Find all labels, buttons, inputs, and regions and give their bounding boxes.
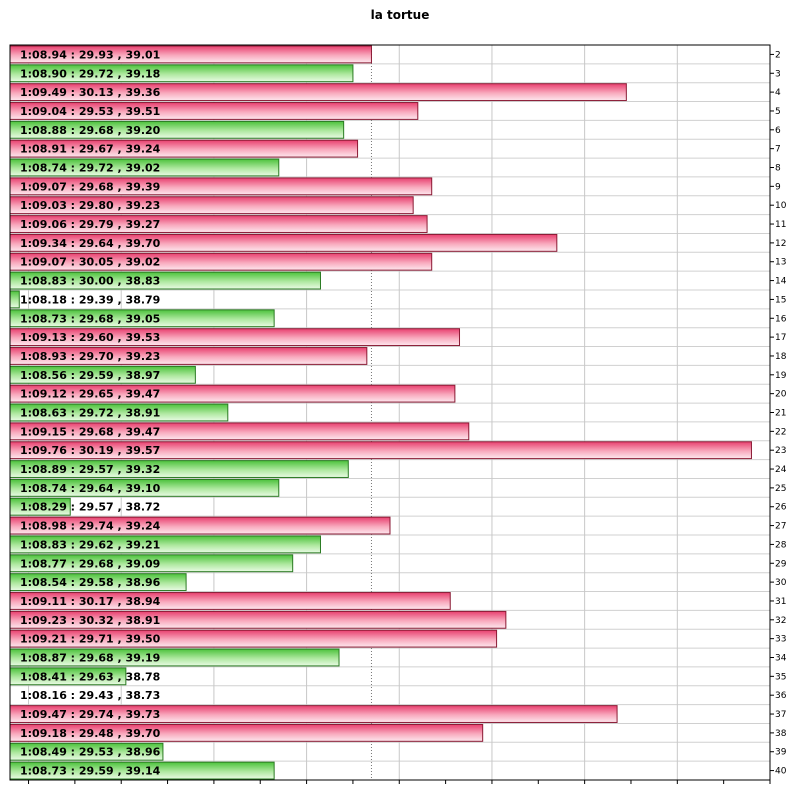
- bar-label-lap-36: 1:08.16 : 29.43 , 38.73: [20, 689, 160, 702]
- grid: [10, 44, 770, 781]
- bar-label-lap-34: 1:08.87 : 29.68 , 39.19: [20, 652, 160, 665]
- bar-label-lap-30: 1:08.54 : 29.58 , 38.96: [20, 576, 161, 589]
- lap-number-36: 36: [775, 691, 787, 701]
- bar-label-lap-15: 1:08.18 : 29.39 , 38.79: [20, 293, 160, 306]
- lap-number-19: 19: [775, 371, 787, 381]
- lap-number-32: 32: [775, 616, 786, 626]
- bar-label-lap-14: 1:08.83 : 30.00 , 38.83: [20, 275, 160, 288]
- bar-label-lap-31: 1:09.11 : 30.17 , 38.94: [20, 595, 161, 608]
- lap-number-3: 3: [775, 69, 781, 79]
- bar-label-lap-25: 1:08.74 : 29.64 , 39.10: [20, 482, 161, 495]
- lap-number-16: 16: [775, 314, 787, 324]
- bar-label-lap-40: 1:08.73 : 29.59 , 39.14: [20, 765, 161, 778]
- plot-frame: [9, 44, 774, 784]
- bar-label-lap-19: 1:08.56 : 29.59 , 38.97: [20, 369, 160, 382]
- bar-label-lap-5: 1:09.04 : 29.53 , 39.51: [20, 105, 160, 118]
- lap-number-28: 28: [775, 540, 787, 550]
- lap-number-18: 18: [775, 352, 787, 362]
- bar-label-lap-7: 1:08.91 : 29.67 , 39.24: [20, 143, 161, 156]
- bar-label-lap-33: 1:09.21 : 29.71 , 39.50: [20, 633, 161, 646]
- lap-number-7: 7: [775, 145, 781, 155]
- bar-label-lap-16: 1:08.73 : 29.68 , 39.05: [20, 312, 160, 325]
- lap-number-2: 2: [775, 50, 781, 60]
- lap-number-25: 25: [775, 484, 786, 494]
- bar-label-lap-21: 1:08.63 : 29.72 , 38.91: [20, 407, 160, 420]
- bar-label-lap-18: 1:08.93 : 29.70 , 39.23: [20, 350, 160, 363]
- lap-number-8: 8: [775, 164, 781, 174]
- lap-number-20: 20: [775, 390, 787, 400]
- bar-label-lap-13: 1:09.07 : 30.05 , 39.02: [20, 256, 160, 269]
- lap-number-35: 35: [775, 672, 786, 682]
- bar-label-lap-27: 1:08.98 : 29.74 , 39.24: [20, 520, 161, 533]
- lap-number-30: 30: [775, 578, 787, 588]
- bar-label-lap-26: 1:08.29 : 29.57 , 38.72: [20, 501, 160, 514]
- lap-number-4: 4: [775, 88, 781, 98]
- lap-number-29: 29: [775, 559, 787, 569]
- bar-label-lap-12: 1:09.34 : 29.64 , 39.70: [20, 237, 161, 250]
- lap-number-24: 24: [775, 465, 787, 475]
- bar-label-lap-23: 1:09.76 : 30.19 , 39.57: [20, 444, 160, 457]
- bars: [9, 45, 752, 780]
- lap-number-5: 5: [775, 107, 781, 117]
- lap-number-11: 11: [775, 220, 786, 230]
- bar-label-lap-9: 1:09.07 : 29.68 , 39.39: [20, 180, 160, 193]
- bar-label-lap-22: 1:09.15 : 29.68 , 39.47: [20, 425, 160, 438]
- lap-numbers: 2345678910111213141516171819202122232425…: [775, 50, 787, 776]
- bar-label-lap-17: 1:09.13 : 29.60 , 39.53: [20, 331, 160, 344]
- bar-label-lap-32: 1:09.23 : 30.32 , 38.91: [20, 614, 160, 627]
- bar-label-lap-11: 1:09.06 : 29.79 , 39.27: [20, 218, 160, 231]
- lap-number-26: 26: [775, 503, 787, 513]
- chart-title: la tortue: [370, 8, 430, 22]
- bar-label-lap-39: 1:08.49 : 29.53 , 38.96: [20, 746, 161, 759]
- bar-label-lap-35: 1:08.41 : 29.63 , 38.78: [20, 670, 160, 683]
- lap-number-14: 14: [775, 277, 787, 287]
- bar-label-lap-10: 1:09.03 : 29.80 , 39.23: [20, 199, 160, 212]
- lap-number-27: 27: [775, 522, 786, 532]
- bar-label-lap-37: 1:09.47 : 29.74 , 39.73: [20, 708, 160, 721]
- lap-number-21: 21: [775, 409, 786, 419]
- lap-number-17: 17: [775, 333, 786, 343]
- lap-number-9: 9: [775, 182, 781, 192]
- bar-label-lap-8: 1:08.74 : 29.72 , 39.02: [20, 162, 160, 175]
- lap-number-13: 13: [775, 258, 786, 268]
- bar-label-lap-38: 1:09.18 : 29.48 , 39.70: [20, 727, 161, 740]
- lap-number-6: 6: [775, 126, 781, 136]
- lap-number-39: 39: [775, 748, 787, 758]
- bar-label-lap-4: 1:09.49 : 30.13 , 39.36: [20, 86, 161, 99]
- bar-label-lap-29: 1:08.77 : 29.68 , 39.09: [20, 557, 160, 570]
- lap-number-40: 40: [775, 767, 787, 777]
- lap-number-34: 34: [775, 654, 787, 664]
- bar-label-lap-3: 1:08.90 : 29.72 , 39.18: [20, 67, 160, 80]
- bar-label-lap-28: 1:08.83 : 29.62 , 39.21: [20, 538, 160, 551]
- lap-number-38: 38: [775, 729, 787, 739]
- lap-number-31: 31: [775, 597, 786, 607]
- lap-number-23: 23: [775, 446, 786, 456]
- lap-number-37: 37: [775, 710, 786, 720]
- bar-label-lap-2: 1:08.94 : 29.93 , 39.01: [20, 48, 160, 61]
- bar-labels: 1:08.94 : 29.93 , 39.01 1:08.90 : 29.72 ,…: [20, 48, 161, 777]
- bar-lap-15: [9, 290, 20, 309]
- lap-number-12: 12: [775, 239, 786, 249]
- lap-number-22: 22: [775, 427, 786, 437]
- lap-number-33: 33: [775, 635, 786, 645]
- bar-label-lap-20: 1:09.12 : 29.65 , 39.47: [20, 388, 160, 401]
- bar-label-lap-24: 1:08.89 : 29.57 , 39.32: [20, 463, 160, 476]
- lap-number-15: 15: [775, 295, 786, 305]
- bar-label-lap-6: 1:08.88 : 29.68 , 39.20: [20, 124, 161, 137]
- lap-number-10: 10: [775, 201, 787, 211]
